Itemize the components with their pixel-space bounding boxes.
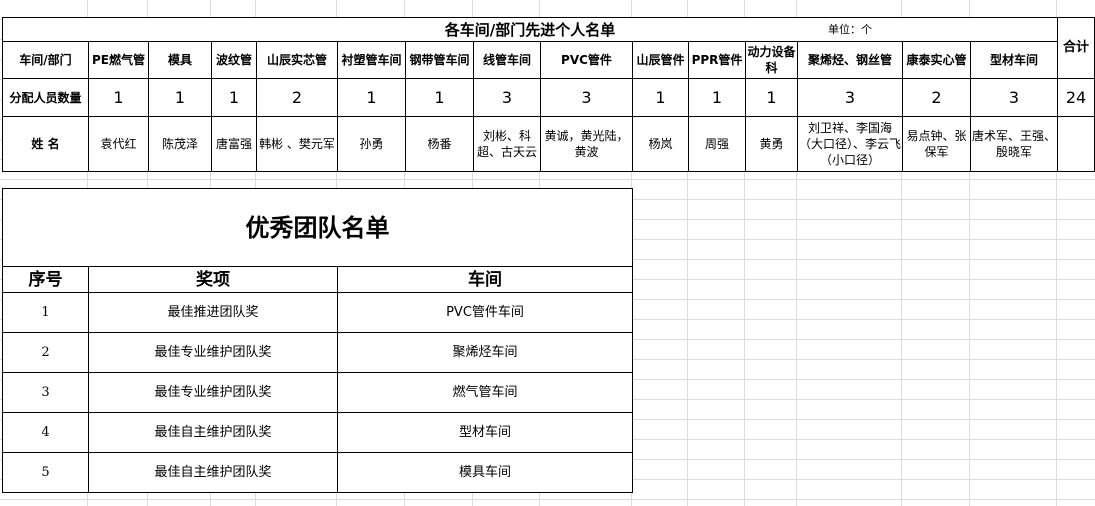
count-cell[interactable]: 3: [473, 78, 541, 117]
dept-header[interactable]: PVC管件: [540, 41, 633, 79]
team-award-cell[interactable]: 最佳专业维护团队奖: [88, 332, 338, 373]
names-cell[interactable]: 周强: [688, 116, 746, 172]
count-cell[interactable]: 1: [405, 78, 474, 117]
dept-header[interactable]: 钢带管车间: [405, 41, 474, 79]
team-row: 2 最佳专业维护团队奖 聚烯烃车间: [2, 332, 633, 373]
names-cell[interactable]: 唐富强: [211, 116, 257, 172]
team-index-cell[interactable]: 4: [2, 412, 89, 453]
count-cell[interactable]: 1: [148, 78, 212, 117]
names-cell[interactable]: 孙勇: [337, 116, 406, 172]
team-workshop-cell[interactable]: PVC管件车间: [337, 292, 633, 333]
team-workshop-cell[interactable]: 聚烯烃车间: [337, 332, 633, 373]
team-header[interactable]: 车间: [337, 266, 633, 293]
dept-header[interactable]: 型材车间: [969, 41, 1059, 79]
count-cell[interactable]: 1: [211, 78, 257, 117]
dept-header[interactable]: 聚烯烃、钢丝管: [797, 41, 903, 79]
names-cell[interactable]: 黄诚，黄光陆，黄波: [540, 116, 633, 172]
team-row: 5 最佳自主维护团队奖 模具车间: [2, 452, 633, 493]
individual-title: 各车间/部门先进个人名单: [444, 20, 616, 39]
total-header[interactable]: 合计: [1057, 17, 1095, 79]
names-cell[interactable]: 刘彬、科超、古天云: [473, 116, 541, 172]
team-award-cell[interactable]: 最佳自主维护团队奖: [88, 452, 338, 493]
team-index-cell[interactable]: 2: [2, 332, 89, 373]
team-table: 优秀团队名单 序号 奖项 车间 1 最佳推进团队奖 PVC管件车间 2 最佳专业维护团队奖聚…: [2, 188, 633, 493]
count-cell[interactable]: 3: [797, 78, 903, 117]
dept-header[interactable]: PPR管件: [688, 41, 746, 79]
dept-header[interactable]: 波纹管: [211, 41, 257, 79]
names-cell[interactable]: 韩彬 、樊元军: [256, 116, 338, 172]
names-cell[interactable]: 杨番: [405, 116, 474, 172]
team-row: 1 最佳推进团队奖 PVC管件车间: [2, 292, 633, 333]
team-row: 3 最佳专业维护团队奖 燃气管车间: [2, 372, 633, 413]
team-award-cell[interactable]: 最佳推进团队奖: [88, 292, 338, 333]
names-cell[interactable]: 唐术军、王强、殷晓军: [969, 116, 1059, 172]
count-cell[interactable]: 1: [337, 78, 406, 117]
dept-header[interactable]: 山辰实芯管: [256, 41, 338, 79]
dept-header[interactable]: 动力设备科: [745, 41, 798, 79]
dept-header[interactable]: 模具: [148, 41, 212, 79]
count-cell[interactable]: 1: [88, 78, 149, 117]
team-workshop-cell[interactable]: 型材车间: [337, 412, 633, 453]
names-cell[interactable]: 杨岚: [632, 116, 689, 172]
count-cell[interactable]: 3: [969, 78, 1059, 117]
team-title[interactable]: 优秀团队名单: [2, 188, 633, 267]
dept-header[interactable]: PE燃气管: [88, 41, 149, 79]
dept-header[interactable]: 衬塑管车间: [337, 41, 406, 79]
count-cell[interactable]: 1: [688, 78, 746, 117]
unit-label: 单位：个: [828, 23, 872, 36]
team-award-cell[interactable]: 最佳自主维护团队奖: [88, 412, 338, 453]
count-cell[interactable]: 2: [902, 78, 971, 117]
team-header[interactable]: 序号: [2, 266, 89, 293]
names-cell[interactable]: 刘卫祥、李国海（大口径）、李云飞（小口径）: [797, 116, 903, 172]
names-cell[interactable]: 易点钟、张保军: [902, 116, 971, 172]
dept-header[interactable]: 康泰实心管: [902, 41, 971, 79]
names-cell[interactable]: 黄勇: [745, 116, 798, 172]
count-cell[interactable]: 3: [540, 78, 633, 117]
team-index-cell[interactable]: 1: [2, 292, 89, 333]
names-cell[interactable]: 陈茂泽: [148, 116, 212, 172]
team-award-cell[interactable]: 最佳专业维护团队奖: [88, 372, 338, 413]
names-cell[interactable]: 袁代红: [88, 116, 149, 172]
row-label-names[interactable]: 姓 名: [2, 116, 89, 172]
dept-header[interactable]: 山辰管件: [632, 41, 689, 79]
team-row: 4 最佳自主维护团队奖 型材车间: [2, 412, 633, 453]
individual-title-cell[interactable]: 各车间/部门先进个人名单 单位：个: [1, 17, 1059, 42]
empty-cell[interactable]: [1057, 116, 1095, 172]
individual-table: 各车间/部门先进个人名单 单位：个 合计 车间/部门 PE燃气管 模具 波纹管 山辰实…: [1, 17, 1095, 172]
team-header[interactable]: 奖项: [88, 266, 338, 293]
team-workshop-cell[interactable]: 模具车间: [337, 452, 633, 493]
team-index-cell[interactable]: 5: [2, 452, 89, 493]
count-cell[interactable]: 1: [745, 78, 798, 117]
row-label-count[interactable]: 分配人员数量: [2, 78, 89, 117]
count-cell[interactable]: 2: [256, 78, 338, 117]
team-index-cell[interactable]: 3: [2, 372, 89, 413]
row-label-dept[interactable]: 车间/部门: [2, 41, 89, 79]
count-cell[interactable]: 1: [632, 78, 689, 117]
total-cell[interactable]: 24: [1057, 78, 1095, 117]
team-workshop-cell[interactable]: 燃气管车间: [337, 372, 633, 413]
dept-header[interactable]: 线管车间: [473, 41, 541, 79]
